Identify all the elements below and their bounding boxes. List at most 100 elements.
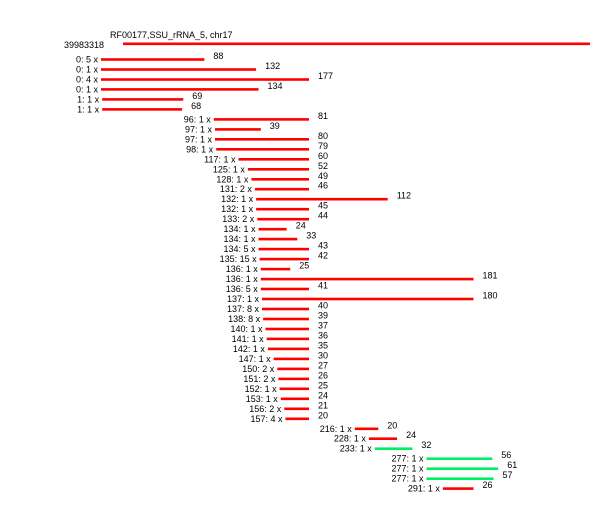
- read-label: 137: 8 x: [227, 304, 260, 314]
- read-label: 0: 4 x: [76, 75, 99, 85]
- read-bar: [102, 98, 184, 101]
- read-label: 0: 5 x: [76, 55, 99, 65]
- read-bar: [258, 227, 287, 231]
- read-length-label: 56: [501, 450, 511, 460]
- read-label: 141: 1 x: [232, 334, 265, 344]
- read-label: 137: 1 x: [227, 294, 260, 304]
- read-label: 138: 8 x: [228, 314, 261, 324]
- read-bar: [265, 327, 309, 331]
- read-bar: [426, 477, 494, 480]
- read-bar: [256, 197, 388, 201]
- read-label: 128: 1 x: [216, 174, 249, 184]
- read-length-label: 25: [318, 380, 328, 390]
- read-length-label: 88: [213, 51, 223, 61]
- reads-group: 0: 5 x 88 0: 1 x 132 0: 4 x 177 0: 1 x 134 1: 1 …: [76, 51, 517, 494]
- read-bar: [285, 417, 309, 421]
- read-length-label: 33: [306, 231, 316, 241]
- read-bar: [426, 457, 493, 460]
- read-length-label: 39: [318, 311, 328, 321]
- read-label: 0: 1 x: [76, 65, 99, 75]
- reference-position-label: 39983318: [64, 40, 104, 50]
- read-bar: [251, 178, 309, 181]
- read-bar: [368, 437, 398, 440]
- read-bar: [280, 397, 309, 401]
- read-length-label: 79: [318, 141, 328, 151]
- read-length-label: 37: [318, 321, 328, 331]
- read-bar: [262, 307, 309, 311]
- read-length-label: 80: [318, 131, 328, 141]
- read-label: 1: 1 x: [77, 104, 100, 114]
- read-length-label: 52: [318, 161, 328, 171]
- read-label: 133: 2 x: [222, 214, 255, 224]
- read-length-label: 42: [318, 251, 328, 261]
- read-bar: [273, 357, 309, 361]
- read-label: 142: 1 x: [233, 344, 266, 354]
- read-label: 140: 1 x: [230, 324, 263, 334]
- read-bar: [278, 377, 309, 381]
- read-length-label: 24: [318, 390, 328, 400]
- read-length-label: 46: [318, 181, 328, 191]
- read-bar: [260, 277, 474, 281]
- read-label: 277: 1 x: [391, 464, 424, 474]
- read-bar: [213, 118, 309, 121]
- read-length-label: 45: [318, 201, 328, 211]
- read-length-label: 43: [318, 241, 328, 251]
- read-label: 117: 1 x: [204, 154, 236, 164]
- read-bar: [215, 128, 261, 131]
- read-length-label: 24: [296, 221, 306, 231]
- read-bar: [257, 217, 309, 221]
- read-bar: [247, 168, 309, 171]
- read-bar: [254, 187, 309, 191]
- read-length-label: 132: [265, 61, 280, 71]
- read-bar: [442, 487, 474, 490]
- read-bar: [277, 367, 309, 371]
- read-bar: [260, 267, 291, 271]
- read-bar: [101, 78, 309, 81]
- read-length-label: 26: [483, 480, 493, 490]
- read-label: 98: 1 x: [186, 144, 214, 154]
- read-label: 97: 1 x: [185, 124, 213, 134]
- read-bar: [354, 427, 379, 431]
- read-length-label: 112: [397, 191, 411, 201]
- read-label: 291: 1 x: [408, 484, 441, 494]
- reference-bar: [123, 42, 590, 46]
- read-bar: [426, 467, 499, 470]
- read-bar: [260, 287, 309, 291]
- read-label: 136: 1 x: [226, 274, 259, 284]
- read-label: 151: 2 x: [243, 374, 276, 384]
- read-label: 135: 15 x: [220, 254, 258, 264]
- read-label: 132: 1 x: [221, 204, 254, 214]
- read-length-label: 20: [318, 410, 328, 420]
- read-length-label: 44: [318, 211, 328, 221]
- read-label: 228: 1 x: [334, 434, 367, 444]
- read-length-label: 35: [318, 340, 328, 350]
- read-length-label: 25: [299, 261, 309, 271]
- read-label: 157: 4 x: [250, 414, 283, 424]
- read-length-label: 21: [318, 400, 328, 410]
- read-bar: [284, 407, 309, 411]
- read-bar: [238, 158, 309, 161]
- read-label: 152: 1 x: [245, 384, 278, 394]
- read-label: 147: 1 x: [239, 354, 272, 364]
- read-length-label: 24: [406, 430, 416, 440]
- read-label: 233: 1 x: [340, 444, 373, 454]
- read-label: 153: 1 x: [246, 394, 279, 404]
- read-bar: [216, 148, 309, 151]
- read-bar: [263, 317, 309, 321]
- read-bar: [267, 347, 309, 351]
- read-length-label: 57: [503, 470, 513, 480]
- read-bar: [256, 207, 309, 211]
- read-length-label: 81: [318, 111, 328, 121]
- read-label: 136: 5 x: [226, 284, 259, 294]
- read-bar: [262, 297, 474, 301]
- read-label: 134: 1 x: [223, 234, 256, 244]
- read-label: 150: 2 x: [242, 364, 275, 374]
- read-length-label: 68: [191, 101, 201, 111]
- read-label: 132: 1 x: [221, 194, 254, 204]
- read-length-label: 181: [483, 271, 498, 281]
- read-length-label: 49: [318, 171, 328, 181]
- read-bar: [259, 257, 309, 261]
- read-bar: [215, 138, 309, 141]
- read-bar: [266, 337, 309, 341]
- read-length-label: 134: [268, 81, 283, 91]
